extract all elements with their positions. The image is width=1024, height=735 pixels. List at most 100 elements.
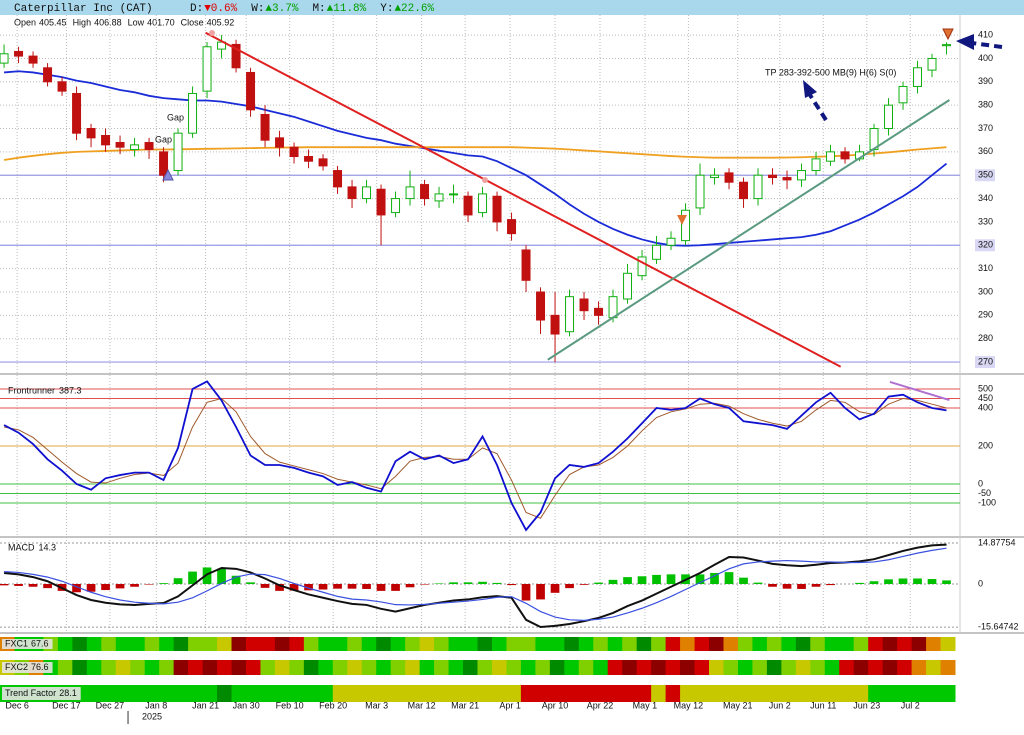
- candle-body: [260, 113, 270, 141]
- signal-marker: [209, 30, 215, 36]
- candle-body: [811, 158, 821, 172]
- heat-cell: [607, 685, 623, 702]
- heat-cell: [737, 685, 753, 702]
- heat-cell: [448, 637, 464, 651]
- y-tick-label: 340: [978, 193, 993, 203]
- heat-cell: [115, 637, 131, 651]
- y-tick-label: 400: [978, 402, 993, 412]
- plot: Dec 6 Dec 17 Dec 27 Jan 8 Jan 21 Jan 30 Feb 10…: [0, 15, 1019, 724]
- heat-cell: [202, 685, 218, 702]
- y-tick-label: 310: [978, 263, 993, 273]
- heat-cell: [694, 637, 710, 651]
- histogram-bar: [913, 578, 922, 584]
- histogram-bar: [623, 577, 632, 584]
- heat-cell: [940, 637, 956, 651]
- histogram-bar: [188, 571, 197, 584]
- heat-cell: [318, 637, 334, 651]
- heat-cell: [274, 637, 290, 651]
- candle-body: [376, 188, 386, 216]
- histogram-bar: [536, 583, 545, 600]
- heat-cell: [868, 685, 884, 702]
- heat-cell: [491, 637, 507, 651]
- heat-cell: [593, 637, 609, 651]
- trend-line: [889, 381, 950, 401]
- x-tick-label: Dec 6: [5, 700, 29, 710]
- heat-cell: [130, 685, 146, 702]
- candle-body: [14, 50, 24, 57]
- histogram-bar: [666, 574, 676, 584]
- histogram-bar: [420, 583, 429, 585]
- heat-cell: [491, 685, 507, 702]
- candle-body: [115, 142, 125, 148]
- candle-body: [188, 92, 198, 134]
- arrow: [808, 93, 828, 122]
- heat-cell: [86, 637, 102, 651]
- heat-cell: [911, 637, 927, 651]
- heat-cell: [810, 685, 826, 702]
- heat-cell: [57, 660, 73, 675]
- strip-label: Trend Factor: [5, 688, 56, 698]
- heat-cell: [332, 660, 348, 675]
- candle-body: [275, 137, 285, 148]
- candle-body: [86, 128, 96, 139]
- heat-cell: [376, 685, 392, 702]
- heat-cell: [390, 685, 406, 702]
- strip-value: 67.6: [31, 638, 49, 648]
- heat-cell: [926, 637, 942, 651]
- ohlc-label: High: [73, 17, 92, 27]
- heat-cell: [86, 660, 102, 675]
- x-tick-label: Apr 10: [542, 700, 569, 710]
- candle-body: [231, 43, 241, 69]
- histogram-bar: [811, 583, 821, 587]
- heat-cell: [824, 660, 840, 675]
- histogram-bar: [869, 581, 879, 584]
- change-value: ▲3.7%: [265, 3, 298, 15]
- histogram-bar: [115, 583, 125, 589]
- candle-body: [594, 307, 604, 316]
- histogram-bar: [130, 583, 139, 587]
- y-tick-label: 0: [978, 578, 983, 588]
- candle-body: [463, 195, 473, 216]
- heat-cell: [723, 637, 739, 651]
- moving-average: [3, 70, 948, 247]
- candle-body: [550, 314, 560, 335]
- candle-body: [652, 244, 662, 260]
- heat-cell: [72, 637, 88, 651]
- heat-cell: [911, 660, 927, 675]
- histogram-bar: [753, 582, 763, 584]
- heat-cell: [766, 660, 782, 675]
- candle-body: [739, 181, 749, 200]
- heat-cell: [289, 685, 305, 702]
- histogram-bar: [521, 583, 531, 601]
- histogram-bar: [855, 582, 864, 584]
- title-bar: [0, 0, 1024, 15]
- heat-cell: [448, 685, 464, 702]
- x-tick-label: Jan 21: [192, 700, 219, 710]
- heat-cell: [463, 660, 478, 675]
- tick-box: [975, 169, 995, 182]
- panel-title: Frontrunner: [8, 385, 55, 395]
- indicator-line: [3, 397, 947, 519]
- heat-cell: [593, 685, 609, 702]
- heat-cell: [231, 660, 247, 675]
- y-tick-label: 400: [978, 53, 993, 63]
- candle-body: [0, 53, 9, 64]
- histogram-bar: [434, 583, 444, 584]
- histogram-bar: [376, 583, 386, 591]
- heat-cell: [795, 660, 811, 675]
- histogram-bar: [260, 583, 270, 588]
- candle-body: [159, 151, 169, 176]
- strip-label-box: [2, 687, 81, 700]
- strip-label-box: [2, 639, 53, 649]
- panel-title: MACD: [8, 542, 35, 552]
- y-tick-label: 300: [978, 286, 993, 296]
- heat-cell: [709, 685, 724, 702]
- heat-cell: [766, 637, 782, 651]
- heat-cell: [115, 685, 131, 702]
- change-label: M:: [312, 3, 325, 15]
- heat-cell: [795, 685, 811, 702]
- arrow-head: [956, 34, 974, 50]
- candle-body: [420, 184, 430, 200]
- x-tick-label: Apr 1: [499, 700, 521, 710]
